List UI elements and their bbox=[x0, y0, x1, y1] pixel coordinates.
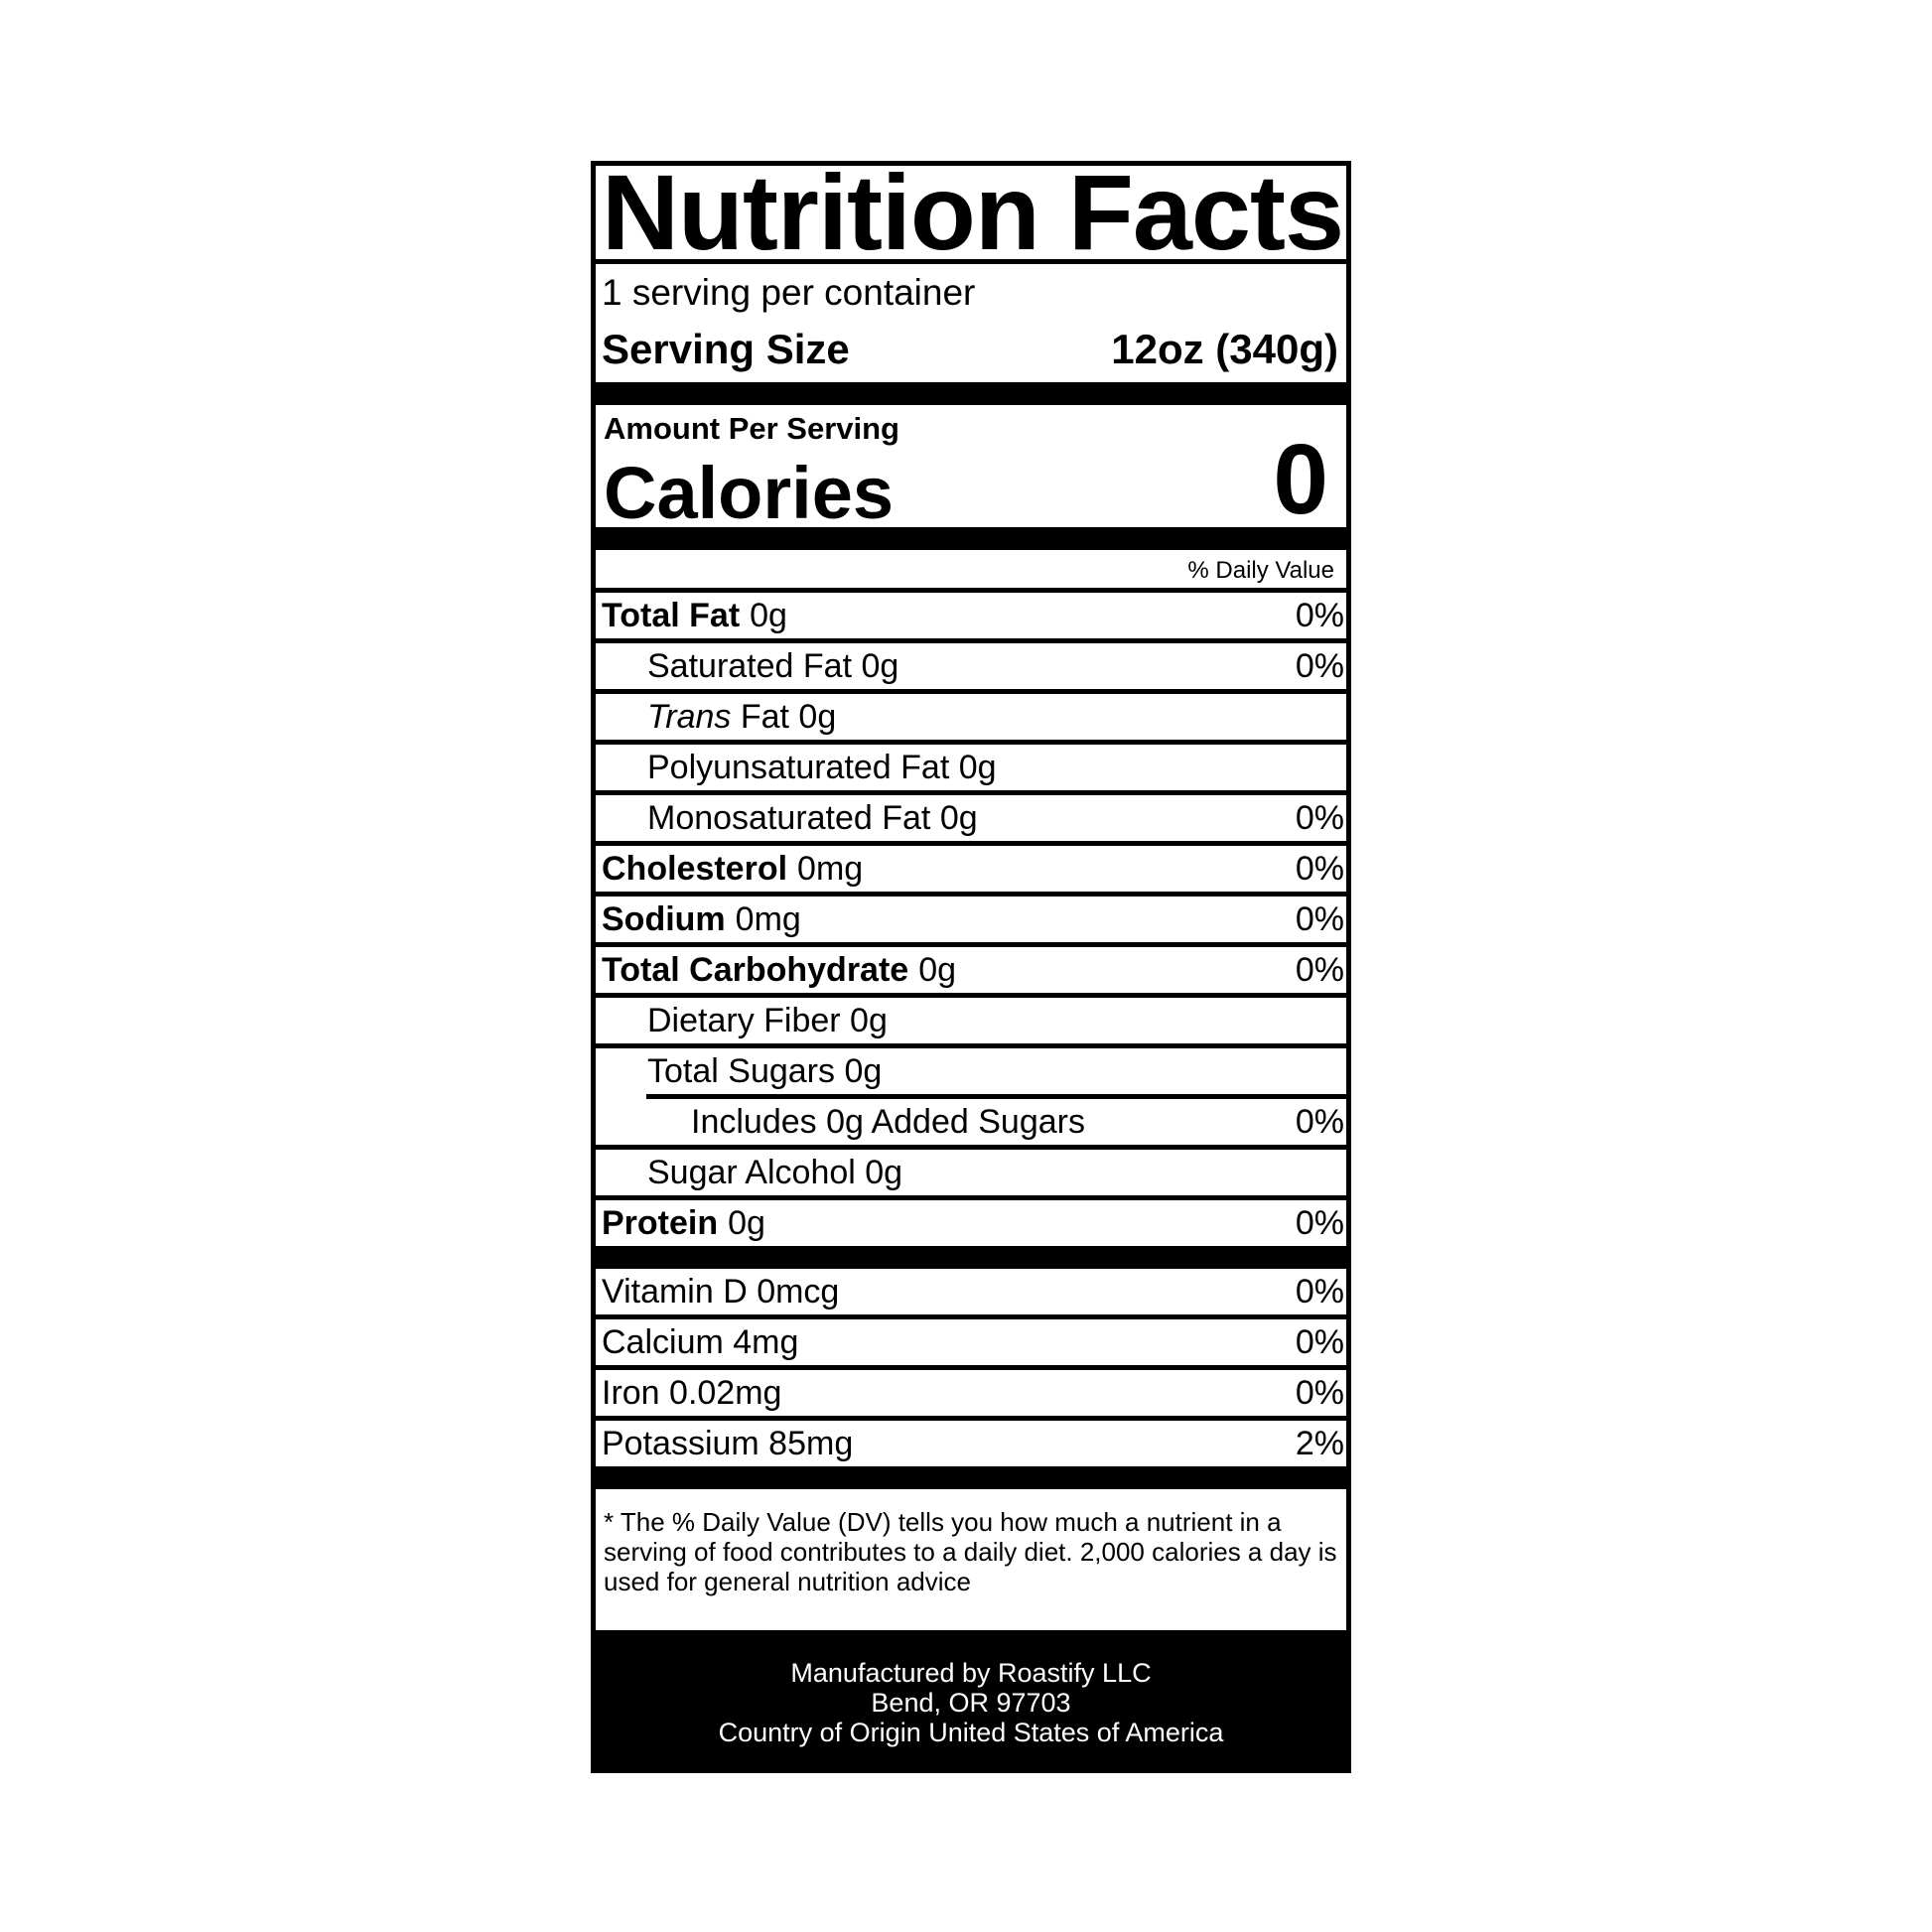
nutrient-row-total-sugars: Total Sugars 0g bbox=[596, 1048, 1346, 1094]
manufacturer-name: Manufactured by Roastify LLC bbox=[790, 1658, 1152, 1688]
nutrient-dv: 0% bbox=[1295, 899, 1344, 938]
nutrient-amount: 0mg bbox=[735, 899, 801, 938]
vitamin-row-vitamin-d: Vitamin D 0mcg 0% bbox=[596, 1269, 1346, 1319]
nutrient-row-added-sugars: Includes 0g Added Sugars 0% bbox=[596, 1099, 1346, 1150]
vitamin-name: Iron 0.02mg bbox=[602, 1373, 782, 1412]
nutrient-amount: 0mg bbox=[797, 849, 864, 888]
vitamin-name: Potassium 85mg bbox=[602, 1424, 854, 1462]
nutrition-facts-label: Nutrition Facts 1 serving per container … bbox=[591, 161, 1351, 1773]
label-title: Nutrition Facts bbox=[596, 166, 1346, 264]
nutrient-name: Total Sugars 0g bbox=[647, 1051, 883, 1090]
nutrient-row-sodium: Sodium 0mg 0% bbox=[596, 897, 1346, 947]
calories-section: Amount Per Serving Calories 0 bbox=[596, 405, 1346, 535]
calories-label: Calories bbox=[604, 452, 895, 534]
nutrient-name: Polyunsaturated Fat 0g bbox=[647, 748, 997, 786]
thick-divider bbox=[596, 382, 1346, 405]
nutrient-dv: 0% bbox=[1295, 950, 1344, 989]
nutrient-name: Includes 0g Added Sugars bbox=[691, 1102, 1085, 1141]
thick-divider bbox=[596, 1246, 1346, 1269]
daily-value-footnote: * The % Daily Value (DV) tells you how m… bbox=[604, 1507, 1337, 1596]
nutrient-name: Saturated Fat 0g bbox=[647, 646, 899, 685]
nutrient-row-polyunsaturated-fat: Polyunsaturated Fat 0g bbox=[596, 745, 1346, 795]
vitamin-row-calcium: Calcium 4mg 0% bbox=[596, 1319, 1346, 1370]
nutrient-name: Cholesterol bbox=[602, 849, 788, 888]
calories-value: 0 bbox=[1273, 424, 1328, 535]
thick-divider bbox=[596, 527, 1346, 550]
nutrient-row-protein: Protein 0g 0% bbox=[596, 1200, 1346, 1246]
serving-size-value: 12oz (340g) bbox=[1111, 326, 1338, 372]
servings-per-container: 1 serving per container bbox=[602, 272, 976, 313]
vitamin-dv: 0% bbox=[1295, 1322, 1344, 1361]
vitamin-name: Calcium 4mg bbox=[602, 1322, 799, 1361]
country-of-origin: Country of Origin United States of Ameri… bbox=[718, 1718, 1224, 1747]
nutrient-name: Total Carbohydrate bbox=[602, 950, 909, 989]
vitamin-row-iron: Iron 0.02mg 0% bbox=[596, 1370, 1346, 1421]
manufacturer-block: Manufactured by Roastify LLC Bend, OR 97… bbox=[596, 1630, 1346, 1768]
thick-divider bbox=[596, 1466, 1346, 1489]
vitamin-name: Vitamin D 0mcg bbox=[602, 1272, 840, 1311]
nutrient-name: Fat 0g bbox=[740, 697, 837, 736]
nutrient-name-italic: Trans bbox=[647, 697, 732, 736]
nutrient-name: Sugar Alcohol 0g bbox=[647, 1153, 903, 1191]
daily-value-header: % Daily Value bbox=[596, 550, 1346, 593]
nutrient-dv: 0% bbox=[1295, 798, 1344, 837]
vitamin-dv: 0% bbox=[1295, 1373, 1344, 1412]
nutrient-dv: 0% bbox=[1295, 849, 1344, 888]
nutrient-name: Protein bbox=[602, 1203, 719, 1242]
manufacturer-address: Bend, OR 97703 bbox=[871, 1688, 1071, 1718]
nutrient-amount: 0g bbox=[750, 596, 787, 634]
nutrient-amount: 0g bbox=[728, 1203, 765, 1242]
nutrient-dv: 0% bbox=[1295, 646, 1344, 685]
serving-size-label: Serving Size bbox=[602, 326, 850, 372]
nutrient-row-sugar-alcohol: Sugar Alcohol 0g bbox=[596, 1150, 1346, 1200]
nutrient-row-trans-fat: Trans Fat 0g bbox=[596, 694, 1346, 745]
nutrient-row-cholesterol: Cholesterol 0mg 0% bbox=[596, 846, 1346, 897]
nutrient-name: Sodium bbox=[602, 899, 726, 938]
nutrient-name: Monosaturated Fat 0g bbox=[647, 798, 978, 837]
nutrient-dv: 0% bbox=[1295, 596, 1344, 634]
nutrient-dv: 0% bbox=[1295, 1102, 1344, 1141]
nutrient-row-total-fat: Total Fat 0g 0% bbox=[596, 593, 1346, 643]
sugars-divider bbox=[646, 1094, 1346, 1099]
serving-size-row: Serving Size 12oz (340g) bbox=[602, 326, 1338, 373]
amount-per-serving: Amount Per Serving bbox=[604, 411, 899, 446]
nutrient-name: Total Fat bbox=[602, 596, 741, 634]
nutrient-amount: 0g bbox=[918, 950, 957, 989]
nutrient-dv: 0% bbox=[1295, 1203, 1344, 1242]
vitamin-row-potassium: Potassium 85mg 2% bbox=[596, 1421, 1346, 1466]
nutrient-name: Dietary Fiber 0g bbox=[647, 1001, 888, 1039]
nutrient-row-saturated-fat: Saturated Fat 0g 0% bbox=[596, 643, 1346, 694]
vitamin-dv: 2% bbox=[1295, 1424, 1344, 1462]
nutrient-row-dietary-fiber: Dietary Fiber 0g bbox=[596, 998, 1346, 1048]
vitamin-dv: 0% bbox=[1295, 1272, 1344, 1311]
nutrient-row-total-carbohydrate: Total Carbohydrate 0g 0% bbox=[596, 947, 1346, 998]
nutrient-row-monosaturated-fat: Monosaturated Fat 0g 0% bbox=[596, 795, 1346, 846]
serving-section: 1 serving per container Serving Size 12o… bbox=[596, 264, 1346, 382]
